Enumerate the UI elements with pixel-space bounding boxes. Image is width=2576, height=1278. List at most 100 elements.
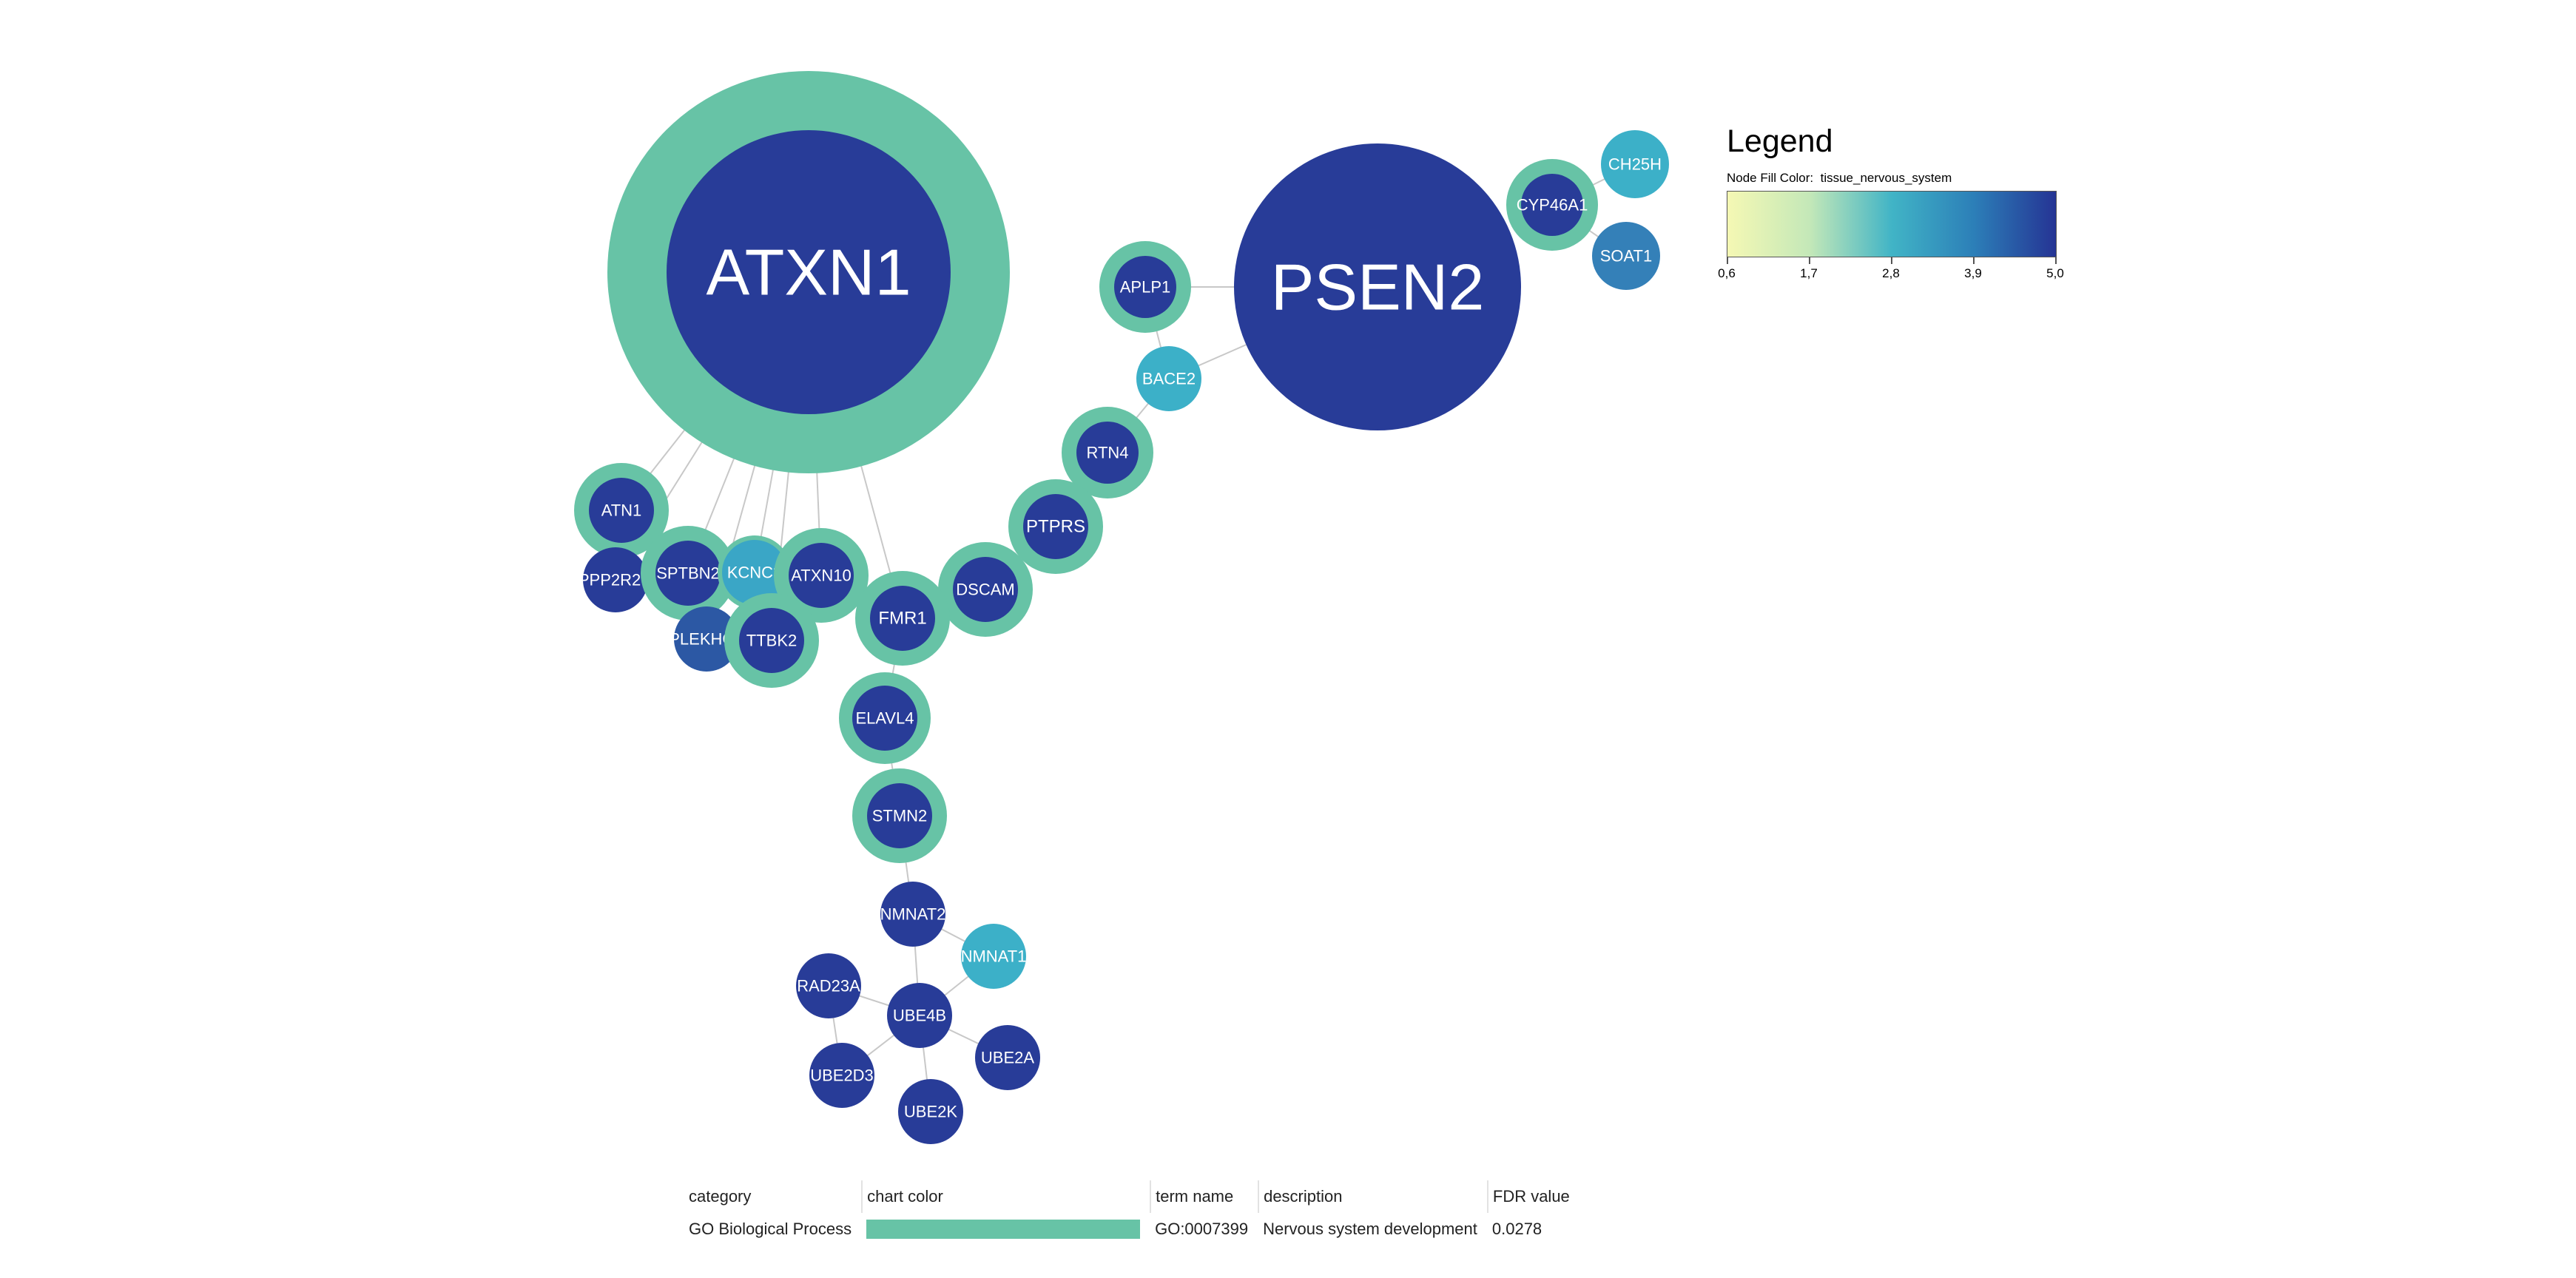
node-aplp1[interactable]: APLP1 [1099, 241, 1191, 333]
header-category[interactable]: category [689, 1187, 752, 1206]
node-circle [583, 547, 648, 612]
header-fdr-value[interactable]: FDR value [1486, 1180, 1580, 1213]
legend-tick-label: 0,6 [1718, 266, 1736, 280]
node-circle [1592, 222, 1660, 290]
cell-chart-color [862, 1213, 1150, 1245]
node-circle [809, 1043, 874, 1108]
header-term-name[interactable]: term name [1150, 1180, 1259, 1213]
cell-term-name: GO:0007399 [1155, 1220, 1249, 1238]
node-ube2a[interactable]: UBE2A [975, 1025, 1040, 1090]
header-description[interactable]: description [1258, 1180, 1488, 1213]
node-cyp46a1[interactable]: CYP46A1 [1506, 159, 1598, 251]
node-label: PPP2R2C [579, 571, 653, 589]
node-circle [975, 1025, 1040, 1090]
node-atxn10[interactable]: ATXN10 [774, 528, 869, 623]
node-nmnat1[interactable]: NMNAT1 [961, 924, 1027, 989]
legend-tick-mark [1891, 257, 1892, 264]
legend: Legend Node Fill Color: tissue_nervous_s… [1718, 124, 2082, 281]
node-circle [1601, 130, 1669, 198]
node-circle [1114, 256, 1176, 318]
node-label: ATXN10 [791, 567, 852, 585]
node-circle [961, 924, 1026, 989]
node-ppp2r2c[interactable]: PPP2R2C [579, 547, 653, 612]
node-label: UBE2D3 [810, 1066, 874, 1085]
node-circle [674, 606, 739, 672]
node-circle [722, 540, 787, 605]
node-circle [898, 1079, 963, 1144]
node-circle [1136, 346, 1201, 411]
node-label: FMR1 [878, 609, 926, 629]
node-label: KCNC3 [727, 564, 783, 582]
node-circle [1023, 494, 1088, 559]
node-label: UBE2A [981, 1049, 1034, 1067]
node-label: BACE2 [1142, 370, 1196, 388]
cell-category: GO Biological Process [689, 1220, 852, 1238]
node-bace2[interactable]: BACE2 [1136, 346, 1201, 411]
node-circle [1521, 174, 1583, 236]
node-fmr1[interactable]: FMR1 [855, 571, 950, 666]
node-ube4b[interactable]: UBE4B [887, 983, 952, 1048]
node-label: ELAVL4 [855, 709, 914, 728]
node-label: CH25H [1608, 155, 1662, 174]
node-dscam[interactable]: DSCAM [938, 542, 1033, 637]
node-label: RTN4 [1086, 444, 1128, 462]
node-label: UBE2K [904, 1103, 957, 1121]
node-nmnat2[interactable]: NMNAT2 [880, 882, 946, 947]
legend-tick-label: 3,9 [1964, 266, 1982, 280]
legend-tick-mark [1727, 257, 1728, 264]
node-ptprs[interactable]: PTPRS [1008, 479, 1103, 574]
node-circle [887, 983, 952, 1048]
legend-tick-label: 1,7 [1800, 266, 1818, 280]
legend-tick-label: 5,0 [2046, 266, 2064, 280]
node-circle [1234, 143, 1521, 430]
node-atn1[interactable]: ATN1 [574, 463, 669, 558]
legend-tick-label: 2,8 [1882, 266, 1900, 280]
node-circle [796, 953, 861, 1018]
node-ch25h[interactable]: CH25H [1601, 130, 1669, 198]
node-sptbn2[interactable]: SPTBN2 [641, 526, 735, 621]
legend-color-gradient [1727, 191, 2057, 257]
node-circle [739, 608, 804, 673]
node-kcnc3[interactable]: KCNC3 [718, 535, 792, 609]
legend-tick-mark [2055, 257, 2057, 264]
node-label: RAD23A [797, 977, 860, 995]
node-label: TTBK2 [746, 632, 797, 650]
node-psen2[interactable]: PSEN2 [1234, 143, 1521, 430]
node-circle [667, 130, 951, 414]
node-circle [1076, 422, 1139, 484]
node-label: PTPRS [1026, 517, 1085, 537]
enrichment-table: category chart color term name descripti… [684, 1180, 1580, 1245]
legend-title: Legend [1727, 124, 1833, 159]
header-chart-color[interactable]: chart color [861, 1180, 1151, 1213]
legend-tick-mark [1809, 257, 1810, 264]
legend-ticks: 0,6 1,7 2,8 3,9 5,0 [1718, 257, 2064, 287]
node-rtn4[interactable]: RTN4 [1062, 407, 1153, 498]
table-row[interactable]: GO Biological Process GO:0007399 Nervous… [684, 1213, 1580, 1245]
node-elavl4[interactable]: ELAVL4 [839, 672, 931, 764]
node-ube2k[interactable]: UBE2K [898, 1079, 963, 1144]
node-circle [852, 686, 917, 751]
legend-tick-mark [1973, 257, 1975, 264]
legend-subtitle: Node Fill Color: tissue_nervous_system [1727, 171, 1952, 185]
node-label: APLP1 [1120, 278, 1171, 297]
nodes-layer: ATXN1 PSEN2 CYP46A1 CH25H SOAT1 APLP1 BACE2 RTN… [574, 71, 1669, 1144]
node-label: UBE4B [893, 1007, 946, 1025]
node-label: CYP46A1 [1517, 196, 1588, 214]
node-atxn1[interactable]: ATXN1 [607, 71, 1010, 473]
node-ttbk2[interactable]: TTBK2 [724, 593, 819, 688]
node-ube2d3[interactable]: UBE2D3 [809, 1043, 874, 1108]
chart-color-swatch [866, 1220, 1141, 1239]
node-stmn2[interactable]: STMN2 [852, 768, 947, 863]
node-circle [867, 783, 932, 848]
cell-fdr-value: 0.0278 [1491, 1220, 1542, 1238]
node-label: ATN1 [601, 501, 642, 520]
node-label: NMNAT2 [880, 905, 946, 924]
node-label: DSCAM [956, 581, 1014, 599]
node-label: STMN2 [872, 807, 928, 825]
node-label: PSEN2 [1271, 251, 1485, 324]
node-soat1[interactable]: SOAT1 [1592, 222, 1660, 290]
table-header-row: category chart color term name descripti… [684, 1180, 1580, 1213]
node-rad23a[interactable]: RAD23A [796, 953, 861, 1018]
node-circle [870, 586, 935, 651]
